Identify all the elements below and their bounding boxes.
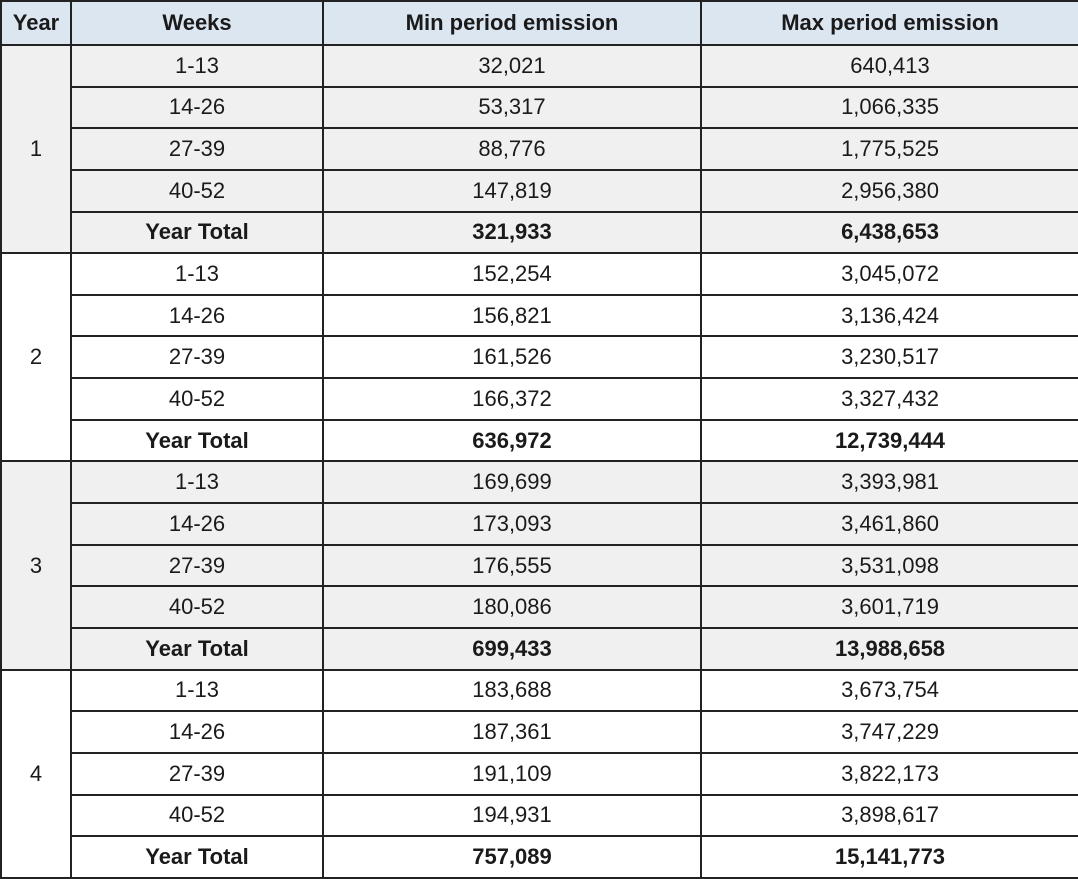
- weeks-cell: 14-26: [70, 502, 324, 546]
- year-total-max-cell: 12,739,444: [700, 418, 1078, 463]
- col-header-year: Year: [0, 0, 72, 46]
- table-body: 1 1-13 32,021 640,413 14-26 53,317 1,066,335 27…: [0, 43, 1078, 879]
- year-total-max-cell: 15,141,773: [700, 835, 1078, 879]
- week-row: 14-26 187,361 3,747,229: [1, 710, 1078, 754]
- min-emission-cell: 147,819: [322, 168, 702, 213]
- weeks-cell: 27-39: [70, 335, 324, 380]
- year-total-min-cell: 757,089: [322, 835, 702, 879]
- max-emission-cell: 2,956,380: [700, 168, 1078, 213]
- year-total-min-cell: 699,433: [322, 626, 702, 671]
- weeks-cell: 1-13: [70, 460, 324, 505]
- min-emission-cell: 32,021: [322, 44, 702, 88]
- min-emission-cell: 166,372: [322, 377, 702, 421]
- min-emission-cell: 88,776: [322, 127, 702, 171]
- weeks-cell: 40-52: [70, 168, 324, 213]
- max-emission-cell: 3,393,981: [700, 460, 1078, 505]
- min-emission-cell: 191,109: [322, 751, 702, 796]
- year-total-label-cell: Year Total: [70, 418, 324, 463]
- weeks-cell: 27-39: [70, 127, 324, 171]
- col-header-weeks: Weeks: [70, 0, 324, 46]
- year-total-max-cell: 6,438,653: [700, 210, 1078, 255]
- week-row: 27-39 176,555 3,531,098: [1, 543, 1078, 588]
- year-total-row: Year Total 321,933 6,438,653: [1, 210, 1078, 255]
- year-cell: 3: [0, 460, 72, 671]
- week-row: 14-26 53,317 1,066,335: [1, 85, 1078, 130]
- weeks-cell: 40-52: [70, 585, 324, 629]
- weeks-cell: 14-26: [70, 710, 324, 754]
- min-emission-cell: 180,086: [322, 585, 702, 629]
- week-row: 14-26 173,093 3,461,860: [1, 502, 1078, 546]
- max-emission-cell: 3,898,617: [700, 793, 1078, 838]
- weeks-cell: 27-39: [70, 751, 324, 796]
- min-emission-cell: 152,254: [322, 252, 702, 296]
- weeks-cell: 27-39: [70, 543, 324, 588]
- weeks-cell: 1-13: [70, 668, 324, 713]
- week-row: 27-39 161,526 3,230,517: [1, 335, 1078, 380]
- min-emission-cell: 194,931: [322, 793, 702, 838]
- min-emission-cell: 183,688: [322, 668, 702, 713]
- year-total-label-cell: Year Total: [70, 835, 324, 879]
- week-row: 14-26 156,821 3,136,424: [1, 293, 1078, 338]
- year-cell: 1: [0, 43, 72, 255]
- year-cell: 4: [0, 668, 72, 879]
- min-emission-cell: 173,093: [322, 502, 702, 546]
- week-row: 40-52 180,086 3,601,719: [1, 585, 1078, 629]
- year-total-row: Year Total 757,089 15,141,773: [1, 835, 1078, 879]
- week-row: 40-52 147,819 2,956,380: [1, 168, 1078, 213]
- min-emission-cell: 156,821: [322, 293, 702, 338]
- week-row: 4 1-13 183,688 3,673,754: [0, 668, 1078, 879]
- weeks-cell: 1-13: [70, 252, 324, 296]
- year-total-label-cell: Year Total: [70, 626, 324, 671]
- max-emission-cell: 1,775,525: [700, 127, 1078, 171]
- max-emission-cell: 1,066,335: [700, 85, 1078, 130]
- max-emission-cell: 3,673,754: [700, 668, 1078, 713]
- week-row: 2 1-13 152,254 3,045,072: [0, 252, 1078, 463]
- week-row: 27-39 88,776 1,775,525: [1, 127, 1078, 171]
- max-emission-cell: 3,822,173: [700, 751, 1078, 796]
- min-emission-cell: 176,555: [322, 543, 702, 588]
- week-row: 40-52 166,372 3,327,432: [1, 377, 1078, 421]
- weeks-cell: 14-26: [70, 293, 324, 338]
- min-emission-cell: 187,361: [322, 710, 702, 754]
- weeks-cell: 1-13: [70, 44, 324, 88]
- year-total-min-cell: 321,933: [322, 210, 702, 255]
- year-total-row: Year Total 699,433 13,988,658: [1, 626, 1078, 671]
- year-total-min-cell: 636,972: [322, 418, 702, 463]
- max-emission-cell: 3,601,719: [700, 585, 1078, 629]
- max-emission-cell: 3,461,860: [700, 502, 1078, 546]
- col-header-max-period-emission: Max period emission: [700, 0, 1078, 46]
- weeks-cell: 14-26: [70, 85, 324, 130]
- week-row: 27-39 191,109 3,822,173: [1, 751, 1078, 796]
- weeks-cell: 40-52: [70, 377, 324, 421]
- week-row: 1 1-13 32,021 640,413: [0, 43, 1078, 255]
- week-row: 3 1-13 169,699 3,393,981: [0, 460, 1078, 671]
- year-total-label-cell: Year Total: [70, 210, 324, 255]
- min-emission-cell: 53,317: [322, 85, 702, 130]
- max-emission-cell: 3,747,229: [700, 710, 1078, 754]
- week-row: 40-52 194,931 3,898,617: [1, 793, 1078, 838]
- max-emission-cell: 3,045,072: [700, 252, 1078, 296]
- max-emission-cell: 640,413: [700, 44, 1078, 88]
- header-row: Year Weeks Min period emission Max perio…: [0, 0, 1078, 46]
- min-emission-cell: 161,526: [322, 335, 702, 380]
- max-emission-cell: 3,136,424: [700, 293, 1078, 338]
- year-total-max-cell: 13,988,658: [700, 626, 1078, 671]
- year-total-row: Year Total 636,972 12,739,444: [1, 418, 1078, 463]
- min-emission-cell: 169,699: [322, 460, 702, 505]
- max-emission-cell: 3,531,098: [700, 543, 1078, 588]
- weeks-cell: 40-52: [70, 793, 324, 838]
- max-emission-cell: 3,230,517: [700, 335, 1078, 380]
- year-cell: 2: [0, 252, 72, 463]
- max-emission-cell: 3,327,432: [700, 377, 1078, 421]
- col-header-min-period-emission: Min period emission: [322, 0, 702, 46]
